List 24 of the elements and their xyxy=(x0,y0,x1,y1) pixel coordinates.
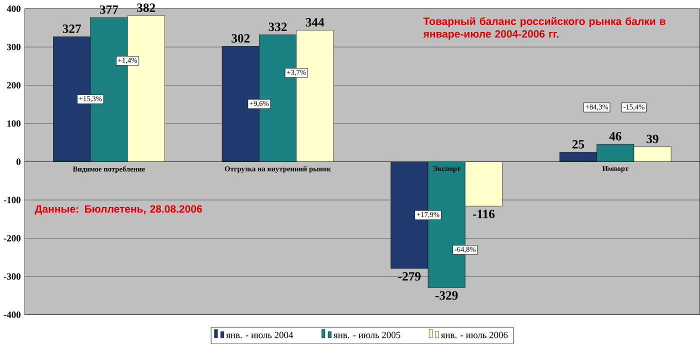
data-label: -279 xyxy=(398,272,421,281)
y-tick-label: 300 xyxy=(7,44,20,50)
legend-label: янв. - июль 2004 xyxy=(226,332,294,338)
data-label: 302 xyxy=(232,34,250,43)
data-label: -329 xyxy=(435,291,458,300)
legend-label: янв. - июль 2006 xyxy=(440,332,508,338)
data-label: 344 xyxy=(306,18,324,26)
y-tick-label: 0 xyxy=(16,158,20,165)
y-tick-label: -100 xyxy=(4,196,20,204)
y-tick-label: -300 xyxy=(4,273,20,280)
data-label: 327 xyxy=(62,24,81,33)
y-tick-label: 200 xyxy=(7,82,20,88)
legend-label: янв. - июль 2005 xyxy=(334,332,400,338)
y-tick-label: -200 xyxy=(4,235,20,242)
data-label: 39 xyxy=(646,134,658,144)
data-label: 25 xyxy=(572,140,584,148)
data-label: 332 xyxy=(268,22,287,32)
annotation: Данные: Бюллетень, 28.08.2006 xyxy=(34,205,202,215)
y-tick-label: 400 xyxy=(6,6,20,12)
text: Товарный баланс российского рынка балки в январе-июле 2004-2006 гг. xyxy=(423,17,666,40)
data-label: 46 xyxy=(609,132,622,140)
data-label: -116 xyxy=(472,210,495,218)
y-tick-label: -400 xyxy=(4,311,20,318)
y-tick-label: 100 xyxy=(7,120,20,127)
